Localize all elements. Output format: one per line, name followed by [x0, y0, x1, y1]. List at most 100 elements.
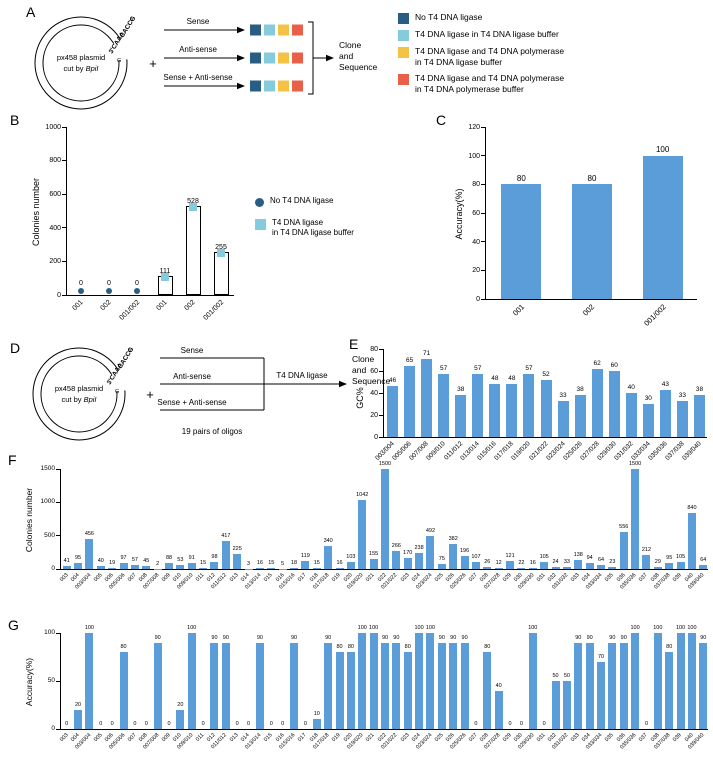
bar [597, 661, 605, 729]
y-tick [56, 535, 61, 537]
bar-value-label: 29 [654, 559, 661, 566]
bar-value-label: 45 [143, 558, 150, 564]
legend-label: No T4 DNA ligase [415, 12, 483, 22]
bar [574, 642, 583, 729]
bar [574, 559, 583, 569]
x-tick-label: 019 [331, 732, 343, 744]
x-tick-label: 015 [263, 732, 274, 744]
bar-value-label: 48 [508, 375, 516, 383]
sense-antisense-row: Sense + Anti-sense [163, 73, 303, 92]
data-point-dot [78, 288, 84, 294]
bar [404, 365, 416, 437]
x-tick-label: 021 [365, 572, 377, 584]
plasmid-name: px458 plasmid [55, 384, 103, 393]
y-tick [379, 370, 384, 372]
x-tick-label: 002 [183, 299, 197, 313]
panel-d-label: D [10, 340, 21, 356]
y-tick [481, 155, 486, 157]
y-tick [379, 348, 384, 350]
bar [403, 652, 412, 729]
bar [540, 379, 552, 437]
bar [572, 184, 612, 299]
bar [187, 562, 196, 569]
bar [426, 633, 435, 729]
bar-value-label: 90 [381, 634, 389, 641]
arrow-right-icon [339, 380, 347, 388]
bar-value-label: 90 [586, 634, 593, 641]
x-tick-label: 027 [467, 572, 479, 584]
condition-square [292, 24, 303, 36]
bar-value-label: 100 [84, 625, 94, 631]
legend-square-icon [255, 219, 266, 230]
panel-b-label: B [10, 112, 20, 128]
y-tick-label: 100 [468, 152, 480, 160]
antisense-label: Anti-sense [179, 45, 217, 54]
bar [369, 633, 378, 729]
bar-value-label: 46 [388, 377, 397, 385]
bar [85, 633, 94, 729]
bar-value-label: 98 [211, 554, 218, 561]
bar [551, 681, 560, 729]
x-tick-label: 002 [581, 302, 597, 318]
bar-value-label: 0 [110, 721, 114, 727]
bar-value-label: 90 [325, 634, 332, 641]
x-tick-label: 029 [501, 572, 513, 584]
clone-text: Sequence [352, 376, 391, 386]
bar-value-label: 100 [425, 625, 436, 631]
bar-value-label: 90 [575, 634, 582, 641]
x-tick-label: 027 [467, 732, 479, 744]
bar-value-label: 40 [97, 558, 104, 565]
bar-value-label: 0 [201, 721, 205, 727]
bar-value-label: 33 [563, 558, 570, 565]
y-tick-label: 20 [370, 411, 378, 419]
condition-square [264, 24, 275, 36]
x-tick-label: 031 [535, 572, 547, 584]
bar [346, 562, 355, 569]
bar-value-label: 90 [450, 634, 457, 641]
y-tick [62, 294, 67, 296]
y-tick-label: 1500 [40, 465, 55, 473]
bar [483, 652, 492, 729]
y-axis-label: GC% [355, 387, 365, 409]
bar-value-label: 18 [290, 559, 298, 566]
bar [608, 642, 617, 729]
bar-value-label: 255 [215, 243, 227, 251]
x-tick-label: 039 [672, 732, 684, 744]
bar [267, 568, 276, 569]
bar-value-label: 33 [559, 391, 567, 399]
legend-panel-b: No T4 DNA ligase T4 DNA ligase in T4 DNA l… [255, 196, 354, 239]
bar [642, 155, 683, 299]
y-tick-label: 80 [370, 345, 378, 353]
y-axis-label: Accuracy(%) [24, 657, 34, 707]
bar-value-label: 10 [313, 711, 320, 718]
x-tick-label: 002 [99, 299, 113, 313]
condition-square [250, 52, 261, 64]
bar-value-label: 0 [235, 721, 239, 727]
bar-value-label: 528 [187, 197, 199, 205]
data-point-square [189, 203, 197, 212]
plasmid-icon: CACCG 3'CAAA G 5' px458 plasmid cut by B… [34, 15, 144, 110]
y-tick-label: 80 [472, 181, 480, 189]
bar [619, 531, 628, 569]
bar [494, 690, 503, 729]
y-tick [62, 126, 67, 128]
bar [369, 558, 378, 569]
clone-text: Clone [352, 354, 374, 364]
bar [631, 469, 640, 569]
bar-value-label: 80 [347, 644, 354, 651]
bar-value-label: 0 [644, 721, 648, 727]
cut-seq-5prime: 5' [128, 348, 132, 354]
bar-value-label: 90 [461, 634, 468, 641]
bar-value-label: 0 [542, 721, 546, 727]
bar-value-label: 40 [495, 682, 502, 689]
legend-item: T4 DNA ligase in T4 DNA ligase buffer [398, 29, 564, 41]
bar-value-label: 840 [687, 505, 697, 511]
x-tick-label: 017 [297, 572, 308, 584]
bar-value-label: 15 [200, 560, 207, 566]
bar-value-label: 90 [290, 634, 298, 641]
x-tick-label: 009 [160, 732, 172, 744]
panel-a-label: A [26, 4, 36, 20]
bar [506, 560, 515, 569]
y-tick-label: 40 [472, 238, 480, 246]
bar [438, 374, 450, 437]
